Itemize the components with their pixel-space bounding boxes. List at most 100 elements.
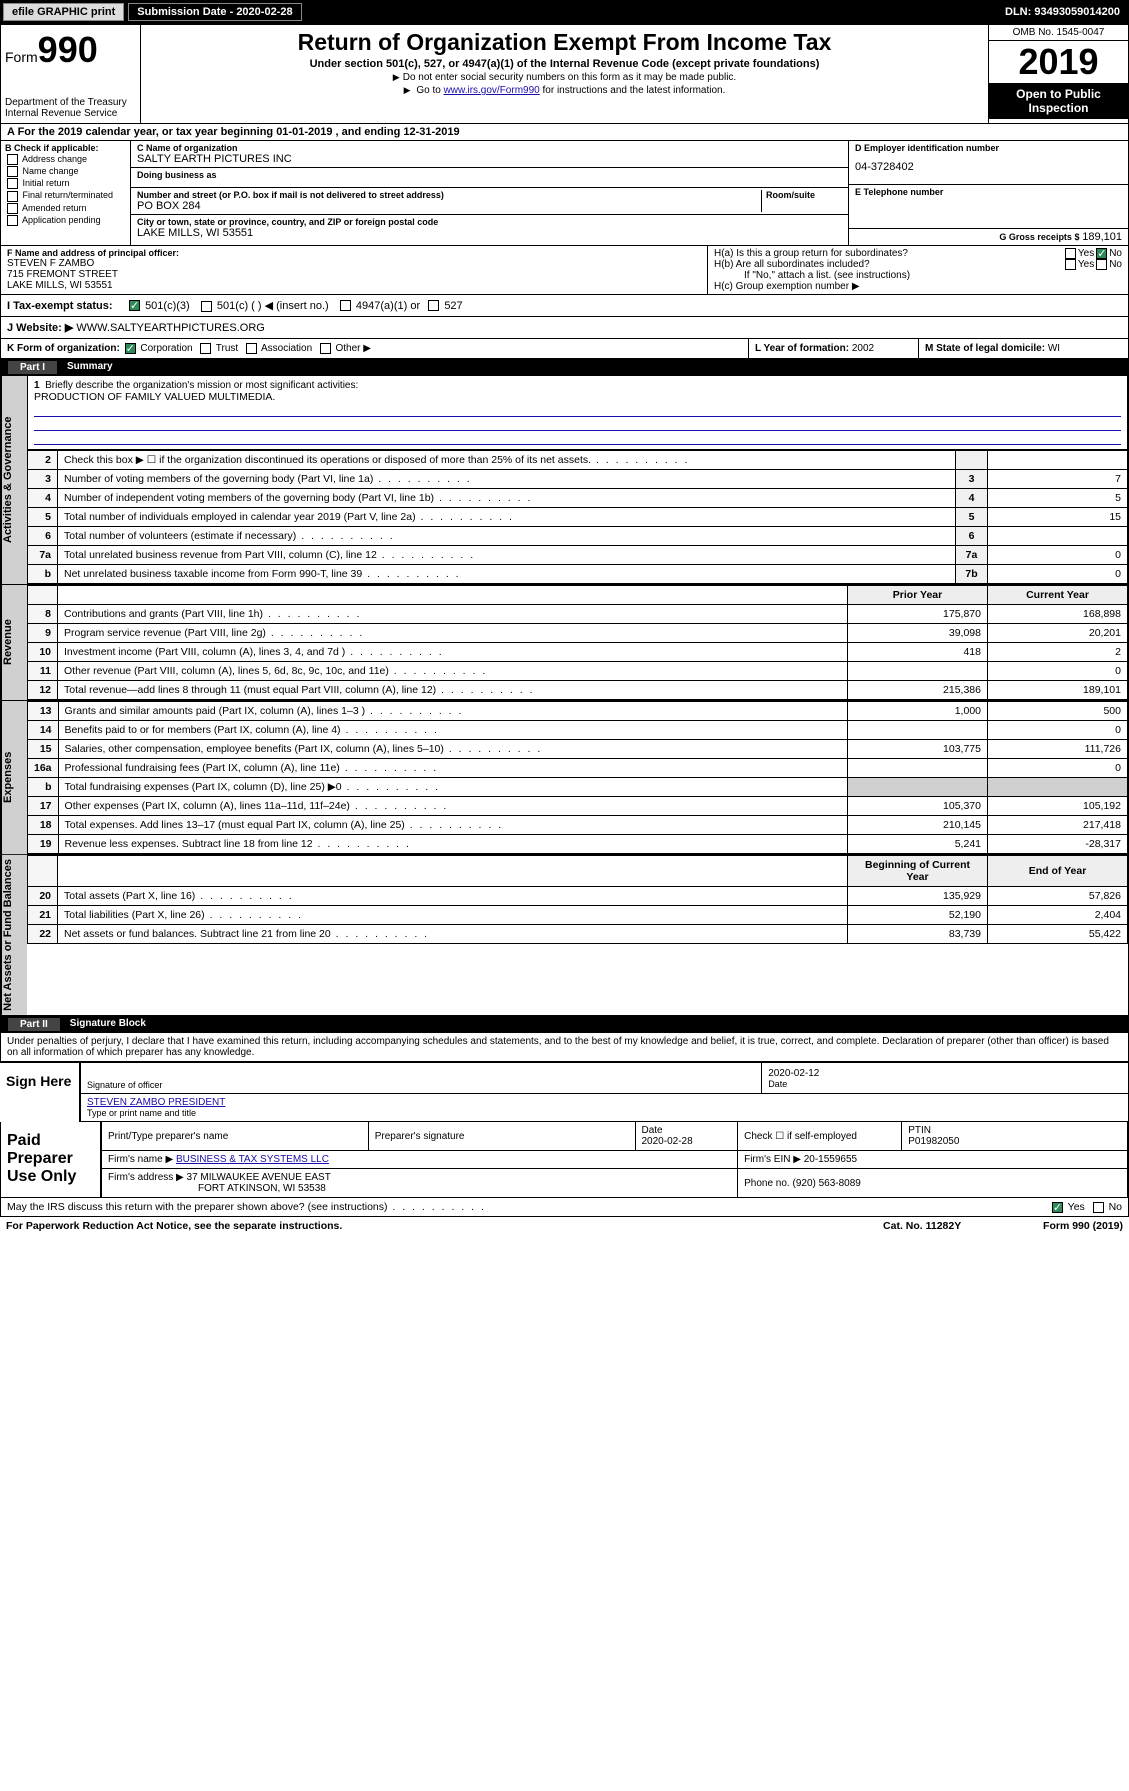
chk-name-change[interactable]: Name change — [5, 166, 126, 177]
table-cell — [848, 778, 988, 797]
table-cell: 105,370 — [848, 797, 988, 816]
officer-typed-name: STEVEN ZAMBO PRESIDENT — [87, 1097, 225, 1108]
chk-final-return[interactable]: Final return/terminated — [5, 190, 126, 201]
table-row: bNet unrelated business taxable income f… — [28, 565, 1128, 584]
table-cell: 11 — [28, 662, 58, 681]
ha-label: H(a) Is this a group return for subordin… — [714, 248, 1063, 259]
section-b-c-block: B Check if applicable: Address change Na… — [0, 141, 1129, 246]
table-cell: 6 — [28, 527, 58, 546]
sign-here-row: Sign Here Signature of officer 2020-02-1… — [0, 1062, 1129, 1122]
state-domicile: WI — [1048, 343, 1060, 354]
table-cell: 215,386 — [848, 681, 988, 700]
table-cell: 189,101 — [988, 681, 1128, 700]
mission-text: PRODUCTION OF FAMILY VALUED MULTIMEDIA. — [34, 391, 1121, 403]
table-row: 19Revenue less expenses. Subtract line 1… — [28, 835, 1128, 854]
part2-header: Part II Signature Block — [0, 1016, 1129, 1033]
table-cell: 7a — [28, 546, 58, 565]
table-cell — [956, 451, 988, 470]
chk-527[interactable]: 527 — [426, 300, 462, 312]
chk-other[interactable]: Other ▶ — [318, 343, 371, 354]
hb-no[interactable]: No — [1094, 259, 1122, 270]
year-formation: 2002 — [852, 343, 874, 354]
ein-value: 04-3728402 — [855, 161, 1122, 173]
table-row: 12Total revenue—add lines 8 through 11 (… — [28, 681, 1128, 700]
ssn-note: Do not enter social security numbers on … — [151, 72, 978, 83]
table-cell: Program service revenue (Part VIII, line… — [58, 624, 848, 643]
table-cell: Number of independent voting members of … — [58, 489, 956, 508]
chk-application-pending[interactable]: Application pending — [5, 215, 126, 226]
table-row: 14Benefits paid to or for members (Part … — [28, 721, 1128, 740]
table-row: 10Investment income (Part VIII, column (… — [28, 643, 1128, 662]
table-row: 6Total number of volunteers (estimate if… — [28, 527, 1128, 546]
chk-assoc[interactable]: Association — [244, 343, 312, 354]
table-cell — [848, 721, 988, 740]
table-cell: 7 — [988, 470, 1128, 489]
hb-note: If "No," attach a list. (see instruction… — [714, 270, 1122, 281]
table-cell: Grants and similar amounts paid (Part IX… — [58, 702, 847, 721]
table-cell: 15 — [28, 740, 59, 759]
chk-corp[interactable]: Corporation — [123, 343, 193, 354]
table-cell: 111,726 — [988, 740, 1128, 759]
mission-label: Briefly describe the organization's miss… — [45, 380, 358, 391]
table-cell: 135,929 — [848, 887, 988, 906]
table-cell: 500 — [988, 702, 1128, 721]
table-cell: Total unrelated business revenue from Pa… — [58, 546, 956, 565]
table-cell: Number of voting members of the governin… — [58, 470, 956, 489]
table-cell: b — [28, 778, 59, 797]
table-cell: Revenue less expenses. Subtract line 18 … — [58, 835, 847, 854]
table-cell: 0 — [988, 721, 1128, 740]
table-cell: 175,870 — [848, 605, 988, 624]
side-expenses: Expenses — [1, 701, 27, 854]
netassets-table: Beginning of Current YearEnd of Year 20T… — [27, 855, 1128, 944]
table-row: bTotal fundraising expenses (Part IX, co… — [28, 778, 1128, 797]
chk-trust[interactable]: Trust — [198, 343, 238, 354]
firm-ein: 20-1559655 — [804, 1154, 857, 1165]
phone-label: E Telephone number — [855, 187, 1122, 197]
efile-print-btn[interactable]: efile GRAPHIC print — [3, 3, 124, 21]
table-row: 22Net assets or fund balances. Subtract … — [28, 925, 1128, 944]
hb-yes[interactable]: Yes — [1063, 259, 1094, 270]
chk-initial-return[interactable]: Initial return — [5, 178, 126, 189]
section-j: J Website: ▶ WWW.SALTYEARTHPICTURES.ORG — [0, 317, 1129, 339]
sig-officer-label: Signature of officer — [87, 1080, 755, 1090]
table-row: 4Number of independent voting members of… — [28, 489, 1128, 508]
prep-selfemp[interactable]: Check ☐ if self-employed — [738, 1122, 902, 1151]
table-row: 11Other revenue (Part VIII, column (A), … — [28, 662, 1128, 681]
form-title: Return of Organization Exempt From Incom… — [151, 29, 978, 56]
officer-name: STEVEN F ZAMBO — [7, 258, 701, 269]
section-f-h: F Name and address of principal officer:… — [0, 246, 1129, 295]
org-name: SALTY EARTH PICTURES INC — [137, 153, 842, 165]
table-row: 8Contributions and grants (Part VIII, li… — [28, 605, 1128, 624]
form-number: Form990 — [5, 29, 136, 71]
irs-label: Internal Revenue Service — [5, 108, 136, 119]
table-cell: Salaries, other compensation, employee b… — [58, 740, 847, 759]
chk-501c3[interactable]: 501(c)(3) — [127, 300, 190, 312]
table-cell: 2 — [988, 643, 1128, 662]
discuss-yes[interactable]: Yes — [1050, 1201, 1085, 1213]
table-cell: 103,775 — [848, 740, 988, 759]
table-cell: 3 — [956, 470, 988, 489]
side-governance: Activities & Governance — [1, 376, 27, 584]
table-cell: 4 — [28, 489, 58, 508]
chk-501c[interactable]: 501(c) ( ) ◀ (insert no.) — [199, 299, 329, 312]
pra-notice: For Paperwork Reduction Act Notice, see … — [6, 1220, 883, 1232]
ha-no[interactable]: No — [1094, 248, 1122, 259]
table-cell: Total number of individuals employed in … — [58, 508, 956, 527]
discuss-no[interactable]: No — [1091, 1201, 1122, 1213]
omb-number: OMB No. 1545-0047 — [989, 25, 1128, 41]
table-cell: Investment income (Part VIII, column (A)… — [58, 643, 848, 662]
irs-link[interactable]: www.irs.gov/Form990 — [444, 85, 540, 96]
table-cell: 7b — [956, 565, 988, 584]
table-cell: 14 — [28, 721, 59, 740]
revenue-table: Prior YearCurrent Year 8Contributions an… — [27, 585, 1128, 700]
dln: DLN: 93493059014200 — [1005, 6, 1126, 18]
chk-address-change[interactable]: Address change — [5, 154, 126, 165]
ha-yes[interactable]: Yes — [1063, 248, 1094, 259]
chk-4947[interactable]: 4947(a)(1) or — [338, 300, 420, 312]
table-cell: 55,422 — [988, 925, 1128, 944]
table-cell: Other expenses (Part IX, column (A), lin… — [58, 797, 847, 816]
side-netassets: Net Assets or Fund Balances — [1, 855, 27, 1015]
table-cell: 13 — [28, 702, 59, 721]
chk-amended-return[interactable]: Amended return — [5, 203, 126, 214]
table-cell: 2,404 — [988, 906, 1128, 925]
